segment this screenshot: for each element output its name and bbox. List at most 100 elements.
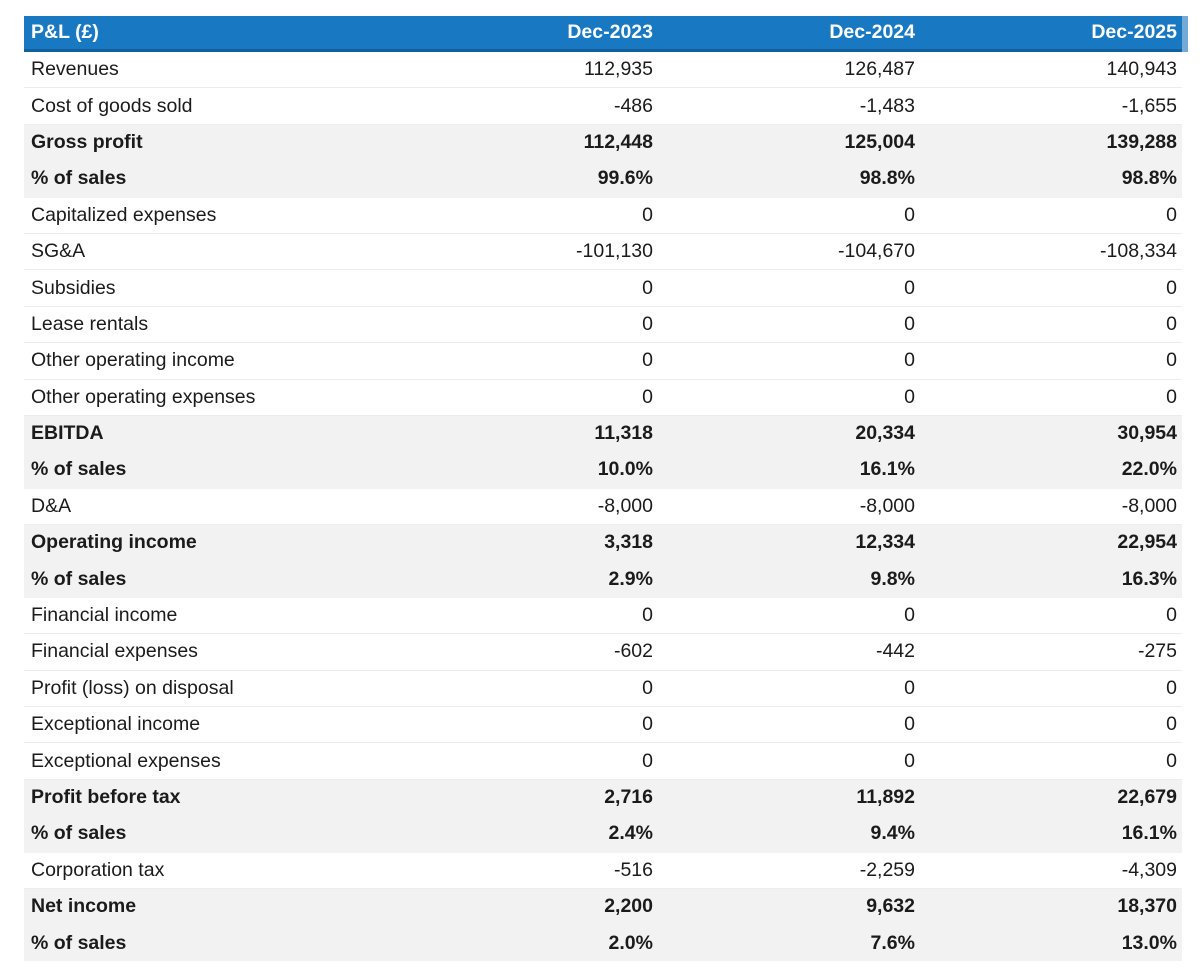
table-row: Lease rentals 0 0 0 <box>24 306 1182 343</box>
cell-value: 0 <box>904 203 915 226</box>
table-row: Revenues 112,935 126,487 140,943 <box>24 50 1182 88</box>
cell-value: 125,004 <box>844 130 916 153</box>
table-row: Cost of goods sold -486 -1,483 -1,655 <box>24 87 1182 125</box>
cell-value: 126,487 <box>844 58 916 81</box>
row-label: Corporation tax <box>31 858 165 881</box>
table-row: SG&A -101,130 -104,670 -108,334 <box>24 233 1182 270</box>
cell-value: 0 <box>904 385 915 408</box>
cell-value: 11,892 <box>856 786 915 808</box>
cell-value: 16.3% <box>1121 567 1177 590</box>
cell-value: 139,288 <box>1106 130 1178 153</box>
row-label: Financial income <box>31 604 178 627</box>
row-label: Cost of goods sold <box>31 94 193 117</box>
table-row: Operating income 3,318 12,334 22,954 <box>24 524 1182 561</box>
cell-value: 18,370 <box>1117 895 1177 918</box>
column-header-dec-2025: Dec-2025 <box>920 16 1182 52</box>
row-label: Revenues <box>31 58 119 81</box>
row-label: Profit before tax <box>31 786 181 808</box>
table-row: Gross profit 112,448 125,004 139,288 <box>24 124 1182 161</box>
cell-value: -442 <box>875 640 915 663</box>
row-label: % of sales <box>31 167 127 190</box>
cell-value: 2,200 <box>604 895 653 918</box>
cell-value: -2,259 <box>859 858 915 881</box>
header-accent-strip <box>1182 16 1188 52</box>
column-header-dec-2024: Dec-2024 <box>658 16 920 52</box>
table-row: % of sales 2.9% 9.8% 16.3% <box>24 560 1182 598</box>
pnl-table: P&L (£) Dec-2023 Dec-2024 Dec-2025 Reven… <box>24 16 1182 961</box>
cell-value: 22,954 <box>1117 531 1177 554</box>
row-label: % of sales <box>31 567 127 590</box>
cell-value: -602 <box>613 640 653 663</box>
column-header-dec-2023: Dec-2023 <box>396 16 658 52</box>
row-label: Gross profit <box>31 130 143 153</box>
row-label: Operating income <box>31 531 197 554</box>
cell-value: 0 <box>904 604 915 627</box>
table-row: Profit before tax 2,716 11,892 22,679 <box>24 779 1182 816</box>
cell-value: 22,679 <box>1117 786 1177 808</box>
cell-value: 0 <box>1166 349 1177 372</box>
cell-value: 0 <box>904 713 915 736</box>
row-label: Subsidies <box>31 276 116 299</box>
cell-value: -1,483 <box>859 94 915 117</box>
cell-value: 2.4% <box>608 822 653 845</box>
row-label: D&A <box>31 494 72 517</box>
cell-value: -108,334 <box>1100 240 1177 263</box>
cell-value: -275 <box>1137 640 1177 663</box>
cell-value: 140,943 <box>1106 58 1178 81</box>
cell-value: 0 <box>642 349 653 372</box>
cell-value: 11,318 <box>594 422 653 445</box>
cell-value: 0 <box>1166 713 1177 736</box>
cell-value: 112,448 <box>583 130 653 153</box>
table-row: Financial income 0 0 0 <box>24 597 1182 634</box>
table-row: Exceptional expenses 0 0 0 <box>24 742 1182 780</box>
table-row: Exceptional income 0 0 0 <box>24 706 1182 743</box>
cell-value: 0 <box>1166 385 1177 408</box>
row-label: Other operating income <box>31 349 235 372</box>
cell-value: 10.0% <box>597 458 653 481</box>
cell-value: 22.0% <box>1121 458 1177 481</box>
cell-value: 0 <box>904 349 915 372</box>
cell-value: 98.8% <box>859 167 915 190</box>
table-row: Capitalized expenses 0 0 0 <box>24 197 1182 234</box>
row-label: Net income <box>31 895 137 918</box>
cell-value: 0 <box>642 385 653 408</box>
cell-value: 7.6% <box>870 931 915 954</box>
cell-value: 0 <box>1166 203 1177 226</box>
cell-value: 2,716 <box>604 786 653 808</box>
row-label: Lease rentals <box>31 312 149 335</box>
cell-value: 9.4% <box>870 822 915 845</box>
header-row: P&L (£) Dec-2023 Dec-2024 Dec-2025 <box>24 16 1182 52</box>
cell-value: -101,130 <box>576 240 653 263</box>
cell-value: 20,334 <box>855 422 915 445</box>
cell-value: 30,954 <box>1117 422 1177 445</box>
cell-value: 2.9% <box>608 567 653 590</box>
cell-value: 0 <box>1166 676 1177 699</box>
table-row: Corporation tax -516 -2,259 -4,309 <box>24 852 1182 889</box>
cell-value: 0 <box>642 604 653 627</box>
cell-value: -516 <box>613 858 653 881</box>
row-label: % of sales <box>31 822 127 845</box>
cell-value: 0 <box>642 203 653 226</box>
cell-value: 0 <box>904 312 915 335</box>
row-label: EBITDA <box>31 422 104 445</box>
table-row: Financial expenses -602 -442 -275 <box>24 633 1182 671</box>
cell-value: 16.1% <box>1121 822 1177 845</box>
row-label: Financial expenses <box>31 640 198 663</box>
cell-value: 0 <box>904 749 915 772</box>
cell-value: 0 <box>642 749 653 772</box>
cell-value: -4,309 <box>1121 858 1177 881</box>
cell-value: 3,318 <box>604 531 653 554</box>
table-row: EBITDA 11,318 20,334 30,954 <box>24 415 1182 452</box>
cell-value: 2.0% <box>608 931 653 954</box>
cell-value: 0 <box>642 676 653 699</box>
cell-value: -104,670 <box>838 240 915 263</box>
table-row: D&A -8,000 -8,000 -8,000 <box>24 488 1182 525</box>
cell-value: 0 <box>642 312 653 335</box>
cell-value: 99.6% <box>597 167 653 190</box>
table-title: P&L (£) <box>24 16 396 52</box>
row-label: SG&A <box>31 240 86 263</box>
cell-value: 0 <box>1166 276 1177 299</box>
row-label: Exceptional expenses <box>31 749 221 772</box>
cell-value: 0 <box>1166 312 1177 335</box>
pnl-table-container: P&L (£) Dec-2023 Dec-2024 Dec-2025 Reven… <box>24 16 1188 961</box>
